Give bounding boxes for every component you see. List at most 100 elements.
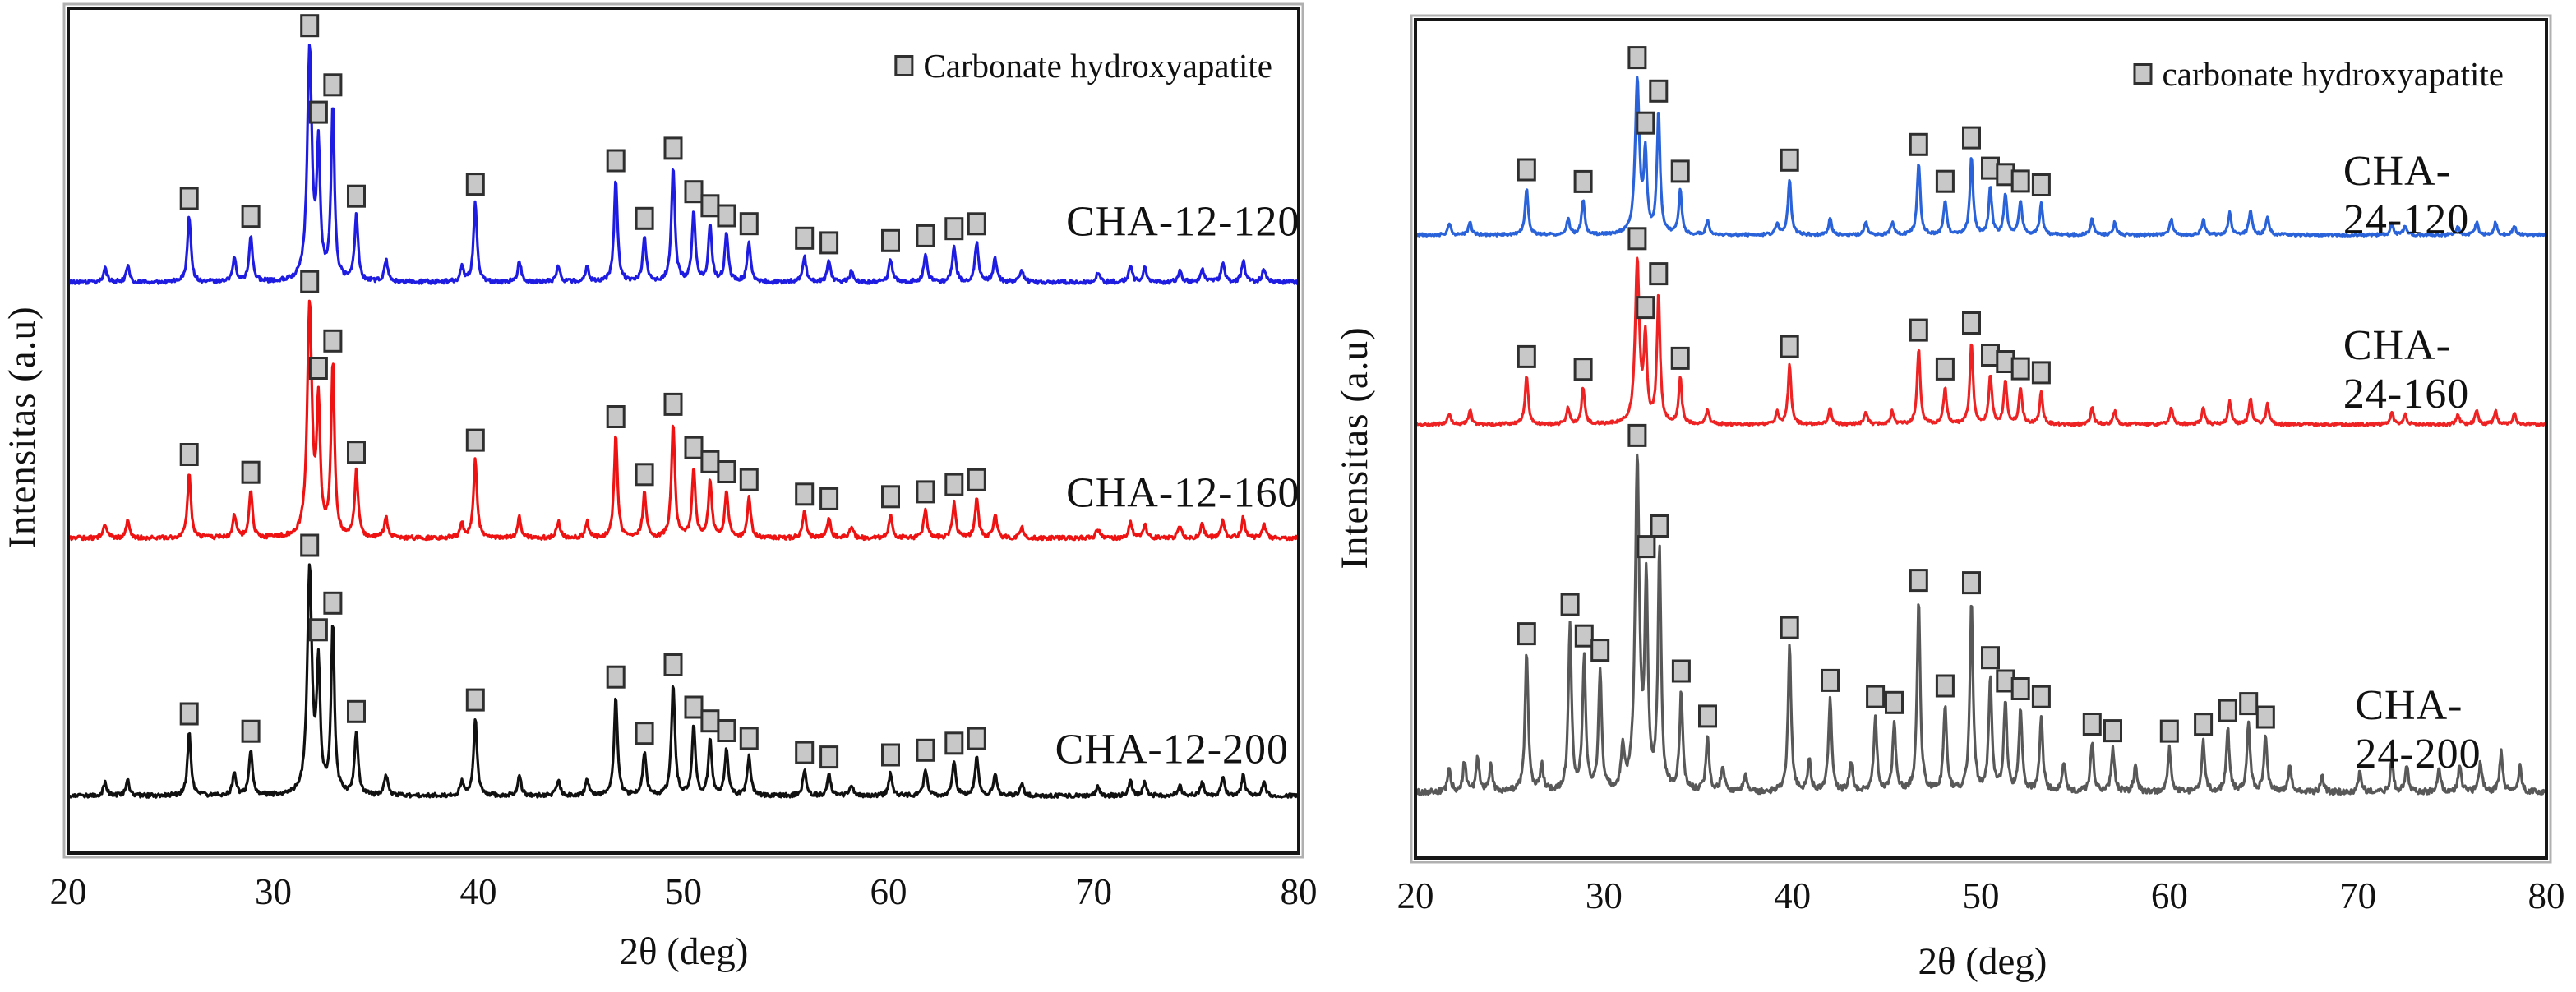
- peak-marker-square: [323, 591, 343, 615]
- peak-marker-square: [717, 204, 736, 228]
- peak-marker-square: [1698, 704, 1717, 728]
- peak-marker-square: [717, 719, 736, 742]
- peak-marker-square: [347, 184, 366, 208]
- peak-marker-square: [1627, 227, 1647, 251]
- peak-marker-square: [967, 212, 986, 236]
- peak-marker-square: [916, 224, 935, 247]
- peak-marker-square: [916, 480, 935, 504]
- peak-marker-square: [739, 727, 759, 750]
- series-label-CHA-24-160: CHA-24-160: [2343, 322, 2470, 418]
- series-curve-CHA-24-200: [1414, 453, 2548, 796]
- peak-marker-square: [1670, 346, 1690, 370]
- peak-marker-square: [323, 329, 343, 353]
- peak-marker-square: [739, 468, 759, 491]
- peak-marker-square: [606, 665, 626, 689]
- peak-marker-square: [684, 695, 704, 719]
- peak-marker-square: [739, 212, 759, 236]
- peak-marker-square: [1962, 126, 1981, 150]
- left-legend: Carbonate hydroxyapatite: [894, 46, 1272, 85]
- peak-marker-square: [1650, 514, 1669, 538]
- peak-marker-square: [300, 533, 320, 557]
- peak-marker-square: [1627, 46, 1647, 70]
- peak-marker-square: [1649, 79, 1669, 103]
- peak-marker-square: [606, 405, 626, 428]
- peak-marker-square: [300, 270, 320, 293]
- legend-square-icon: [894, 55, 914, 76]
- peak-marker-square: [700, 194, 720, 218]
- peak-marker-square: [1780, 148, 1799, 172]
- peak-marker-square: [2082, 713, 2102, 736]
- peak-marker-square: [2159, 719, 2179, 743]
- left-y-axis-label: Intensitas (a.u): [1, 306, 44, 549]
- peak-marker-square: [2010, 677, 2030, 700]
- peak-marker-square: [663, 136, 683, 160]
- peak-marker-square: [347, 441, 366, 464]
- peak-marker-square: [179, 187, 199, 210]
- peak-marker-square: [323, 73, 343, 97]
- x-tick-label: 30: [1585, 875, 1623, 916]
- peak-marker-square: [663, 653, 683, 676]
- peak-marker-square: [717, 460, 736, 483]
- peak-marker-square: [944, 473, 964, 496]
- peak-marker-square: [819, 487, 839, 510]
- peak-marker-square: [795, 741, 815, 764]
- peak-marker-square: [1637, 535, 1656, 559]
- peak-marker-square: [635, 722, 654, 745]
- peak-marker-square: [179, 443, 199, 466]
- series-label-CHA-12-120: CHA-12-120: [1066, 198, 1300, 246]
- plot-area-background: [68, 8, 1299, 853]
- peak-marker-square: [1670, 159, 1690, 183]
- peak-marker-square: [1517, 622, 1536, 646]
- peak-marker-square: [1935, 357, 1955, 381]
- peak-marker-square: [179, 702, 199, 726]
- peak-marker-square: [465, 428, 485, 452]
- peak-marker-square: [606, 149, 626, 173]
- peak-marker-square: [2194, 713, 2214, 736]
- peak-marker-square: [308, 618, 328, 642]
- peak-marker-square: [967, 727, 986, 750]
- series-label-CHA-24-200: CHA-24-200: [2355, 681, 2481, 777]
- right-legend-label: carbonate hydroxyapatite: [2162, 55, 2504, 93]
- peak-marker-square: [967, 468, 986, 491]
- peak-marker-square: [881, 743, 900, 767]
- peak-marker-square: [1821, 668, 1840, 692]
- series-curve-CHA-24-120: [1414, 75, 2548, 238]
- x-tick-label: 50: [665, 871, 702, 912]
- peak-marker-square: [795, 226, 815, 250]
- peak-marker-square: [1981, 646, 2000, 670]
- peak-marker-square: [241, 460, 261, 484]
- peak-marker-square: [300, 14, 320, 38]
- peak-marker-square: [944, 731, 964, 755]
- peak-marker-square: [635, 463, 654, 487]
- peak-marker-square: [819, 231, 839, 255]
- peak-marker-square: [881, 485, 900, 509]
- peak-marker-square: [1935, 674, 1955, 698]
- peak-marker-square: [635, 206, 654, 230]
- peak-marker-square: [795, 482, 815, 506]
- peak-marker-square: [1962, 571, 1981, 595]
- peak-marker-square: [465, 173, 485, 196]
- peak-marker-square: [1560, 593, 1580, 616]
- peak-marker-square: [1671, 659, 1691, 683]
- peak-marker-square: [944, 217, 964, 241]
- peak-marker-square: [700, 709, 720, 733]
- peak-marker-square: [1885, 690, 1904, 714]
- peak-marker-square: [684, 180, 704, 204]
- peak-marker-square: [465, 688, 485, 712]
- x-tick-label: 40: [1774, 875, 1812, 916]
- series-curve-CHA-24-160: [1414, 256, 2548, 427]
- peak-marker-square: [1636, 111, 1655, 135]
- peak-marker-square: [2255, 705, 2275, 729]
- plot-box-outer-ring: [62, 2, 1304, 859]
- x-tick-label: 20: [49, 871, 87, 912]
- peak-marker-square: [347, 699, 366, 723]
- legend-square-icon: [2133, 63, 2153, 85]
- right-y-axis-label: Intensitas (a.u): [1333, 326, 1376, 570]
- peak-marker-square: [700, 450, 720, 473]
- peak-marker-square: [308, 357, 328, 380]
- x-tick-label: 80: [2528, 875, 2565, 916]
- x-tick-label: 70: [2339, 875, 2377, 916]
- peak-marker-square: [1866, 685, 1886, 708]
- x-tick-label: 80: [1280, 871, 1318, 912]
- plot-box-outer-ring: [1410, 14, 2552, 864]
